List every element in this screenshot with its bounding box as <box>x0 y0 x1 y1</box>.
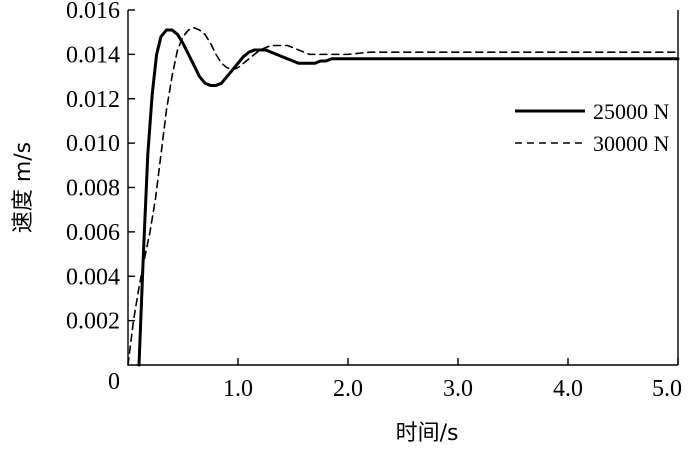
y-tick-label: 0.014 <box>66 42 120 68</box>
y-tick-label: 0.008 <box>66 176 120 202</box>
legend: 25000 N 30000 N <box>515 99 670 156</box>
x-tick-label: 5.0 <box>652 376 682 402</box>
y-tick-label: 0.002 <box>66 309 120 335</box>
x-tick-label: 2.0 <box>333 376 363 402</box>
y-tick-label: 0.004 <box>66 264 120 290</box>
legend-label-0: 25000 N <box>593 99 670 124</box>
ticks: 0.002 0.004 0.006 0.008 0.010 0.012 0.014 0.016… <box>66 0 682 402</box>
x-tick-label: 3.0 <box>443 376 473 402</box>
x-tick-label: 1.0 <box>223 376 253 402</box>
y-tick-label: 0.012 <box>66 87 120 113</box>
plot-lines <box>127 26 680 367</box>
y-axis-label: 速度 m/s <box>11 142 36 233</box>
origin-label: 0 <box>108 369 120 395</box>
y-tick-label: 0.006 <box>66 220 120 246</box>
y-tick-label: 0.010 <box>66 131 120 157</box>
series-line-0 <box>137 28 680 367</box>
series-line-1 <box>127 26 679 366</box>
x-axis-label: 时间/s <box>396 421 459 446</box>
y-tick-label: 0.016 <box>66 0 120 24</box>
x-tick-label: 4.0 <box>553 376 583 402</box>
legend-label-1: 30000 N <box>593 131 670 156</box>
axes <box>127 10 679 366</box>
